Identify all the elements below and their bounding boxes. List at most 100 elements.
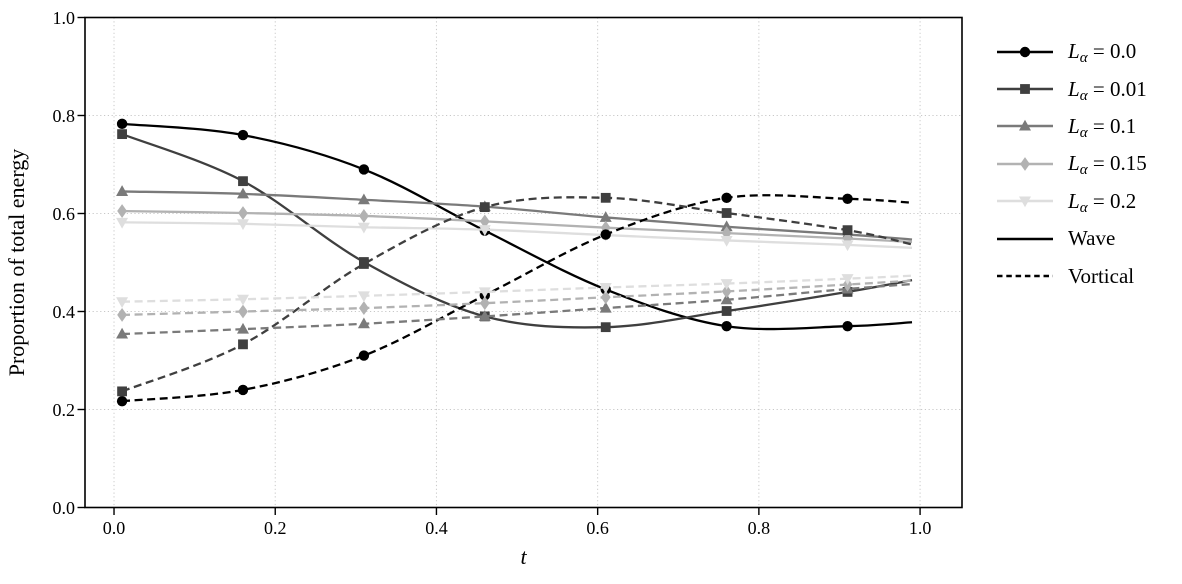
square-marker (842, 225, 853, 236)
diamond-marker (721, 284, 732, 299)
square-marker (600, 322, 611, 333)
y-axis-label: Proportion of total energy (4, 149, 29, 377)
triangle-up-marker (236, 322, 249, 334)
x-axis-label: t (520, 544, 527, 569)
square-marker (479, 202, 490, 213)
circle-marker (1019, 46, 1031, 57)
y-tick-label: 0.8 (53, 106, 76, 126)
triangle-down-marker (236, 219, 249, 231)
square-marker (721, 306, 732, 316)
triangle-up-marker (599, 211, 612, 222)
circle-marker (237, 129, 249, 141)
line-wave-L0.15 (122, 209, 913, 244)
line-wave-L0.1 (122, 190, 913, 241)
diamond-marker (358, 209, 369, 223)
y-tick-label: 0.6 (53, 204, 76, 224)
triangle-down-marker (357, 291, 370, 303)
triangle-up-marker (478, 310, 491, 321)
x-tick-label: 0.0 (103, 518, 126, 538)
y-tick-label: 0.0 (53, 498, 76, 518)
circle-marker (842, 321, 853, 332)
circle-marker (721, 192, 732, 204)
circle-marker (358, 350, 370, 361)
x-tick-label: 0.8 (748, 518, 771, 538)
square-marker (358, 259, 369, 269)
square-marker (238, 339, 248, 350)
triangle-up-marker (720, 220, 733, 232)
axes: 0.0 0.2 0.4 0.6 0.8 1.0 0.0 0.2 0.4 0.6 0.8 1.0 t Pro… (4, 8, 931, 569)
line-wave-L0.2 (122, 221, 913, 249)
triangle-down-marker (357, 222, 370, 234)
x-tick-label: 0.6 (586, 518, 609, 538)
diamond-marker (117, 204, 127, 218)
diamond-marker (238, 304, 248, 319)
legend-label: Vortical (1068, 263, 1135, 288)
circle-marker (842, 193, 853, 204)
circle-marker (237, 384, 249, 396)
legend-label: Lα = 0.0 (1068, 39, 1137, 67)
circle-marker (116, 118, 128, 130)
line-vortical-L0.01 (121, 196, 913, 393)
series-vortical-L0.01 (117, 192, 913, 397)
legend-swatch-triangle-down (997, 196, 1053, 208)
square-marker (117, 129, 127, 140)
legend-label: Lα = 0.15 (1068, 151, 1147, 179)
square-marker (117, 386, 127, 397)
triangle-down-marker (599, 282, 612, 294)
legend-swatch-diamond (997, 156, 1053, 171)
triangle-up-marker (236, 187, 249, 199)
triangle-down-marker (841, 274, 854, 285)
legend-swatch-triangle-up (997, 120, 1053, 131)
triangle-up-marker (599, 301, 612, 313)
diamond-marker (479, 296, 490, 311)
triangle-up-marker (116, 185, 129, 196)
square-marker (721, 208, 732, 218)
triangle-down-marker (720, 235, 733, 247)
diamond-marker (358, 301, 369, 315)
legend-swatch-square (997, 84, 1053, 94)
triangle-down-marker (116, 297, 129, 308)
diamond-marker (600, 290, 611, 305)
gridlines (85, 17, 962, 508)
triangle-down-marker (720, 279, 733, 290)
y-tick-label: 0.4 (53, 302, 76, 322)
diamond-marker (117, 308, 127, 322)
legend-swatch-circle (997, 46, 1053, 57)
legend-swatch-solid (997, 237, 1053, 240)
plot-frame (84, 16, 963, 509)
triangle-up-marker (357, 193, 370, 205)
legend-item-l-alpha-1: Lα = 0.01 (996, 70, 1147, 107)
legend-label: Wave (1068, 226, 1116, 251)
legend: Lα = 0.0 Lα = 0.01 Lα = 0.1 Lα = 0.15 Lα = 0… (996, 33, 1147, 295)
line-vortical-L0.15 (122, 279, 913, 317)
diamond-marker (479, 214, 490, 229)
line-vortical-L0.0 (121, 194, 913, 403)
legend-item-wave: Wave (996, 220, 1147, 257)
y-tick-label: 0.2 (53, 400, 76, 420)
legend-item-l-alpha-0: Lα = 0.0 (996, 33, 1147, 70)
triangle-down-marker (116, 217, 129, 229)
line-vortical-L0.1 (122, 282, 913, 336)
line-wave-L0.0 (121, 122, 913, 331)
y-tick-label: 1.0 (53, 8, 76, 28)
line-wave-L0.01 (121, 133, 913, 329)
series-vortical-L0.2 (116, 274, 913, 308)
legend-swatch-dashed (997, 274, 1053, 278)
square-marker (1020, 84, 1030, 94)
circle-marker (721, 321, 732, 332)
triangle-down-marker (478, 225, 491, 236)
line-vortical-L0.2 (122, 274, 913, 303)
x-tick-label: 1.0 (909, 518, 932, 538)
legend-item-l-alpha-3: Lα = 0.15 (996, 145, 1147, 182)
triangle-up-marker (720, 293, 733, 305)
legend-item-l-alpha-2: Lα = 0.1 (996, 108, 1147, 145)
x-tick-label: 0.2 (264, 518, 287, 538)
triangle-up-marker (1019, 120, 1031, 131)
legend-label: Lα = 0.1 (1068, 113, 1137, 142)
square-marker (238, 176, 248, 187)
circle-marker (358, 164, 370, 175)
legend-item-l-alpha-4: Lα = 0.2 (996, 183, 1147, 220)
circle-marker (600, 229, 611, 240)
